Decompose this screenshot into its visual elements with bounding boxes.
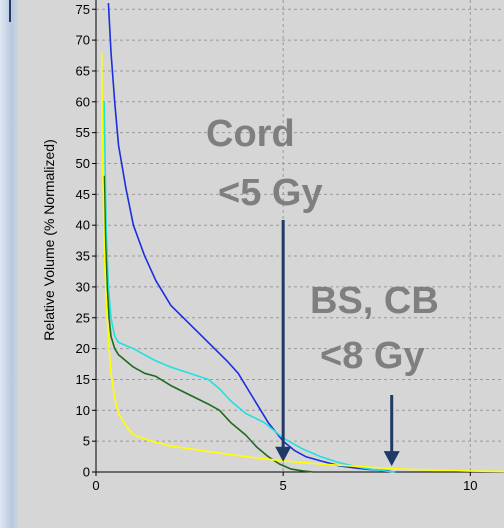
series-line-2 [103, 101, 396, 473]
annotation-cord-arrow-head [275, 446, 292, 462]
y-tick-label: 60 [76, 94, 90, 109]
annotation-bs-cb-line1: BS, CB [310, 280, 439, 322]
y-tick-label: 45 [76, 187, 90, 202]
y-tick-label: 30 [76, 279, 90, 294]
y-tick-label: 10 [76, 403, 90, 418]
y-tick-label: 25 [76, 310, 90, 325]
annotation-cord-line1: Cord [206, 113, 295, 155]
y-axis-label: Relative Volume (% Normalized) [41, 139, 57, 341]
x-tick-label: 0 [92, 478, 99, 493]
plot-area [96, 0, 504, 472]
annotation-cord-line2: <5 Gy [218, 172, 323, 214]
y-tick-label: 5 [83, 434, 90, 449]
y-tick-label: 40 [76, 218, 90, 233]
y-tick-label: 15 [76, 372, 90, 387]
annotation-bs-cb-arrow-head [383, 451, 400, 467]
y-tick-label: 0 [83, 465, 90, 480]
annotation-bs-cb-line2: <8 Gy [320, 335, 425, 377]
y-tick-label: 70 [76, 33, 90, 48]
y-tick-label: 20 [76, 341, 90, 356]
y-tick-label: 75 [76, 2, 90, 17]
x-tick-label: 5 [280, 478, 287, 493]
y-tick-label: 35 [76, 249, 90, 264]
y-tick-label: 55 [76, 125, 90, 140]
series-line-4 [100, 52, 504, 473]
y-tick-label: 50 [76, 156, 90, 171]
y-tick-label: 65 [76, 63, 90, 78]
x-tick-label: 10 [463, 478, 477, 493]
